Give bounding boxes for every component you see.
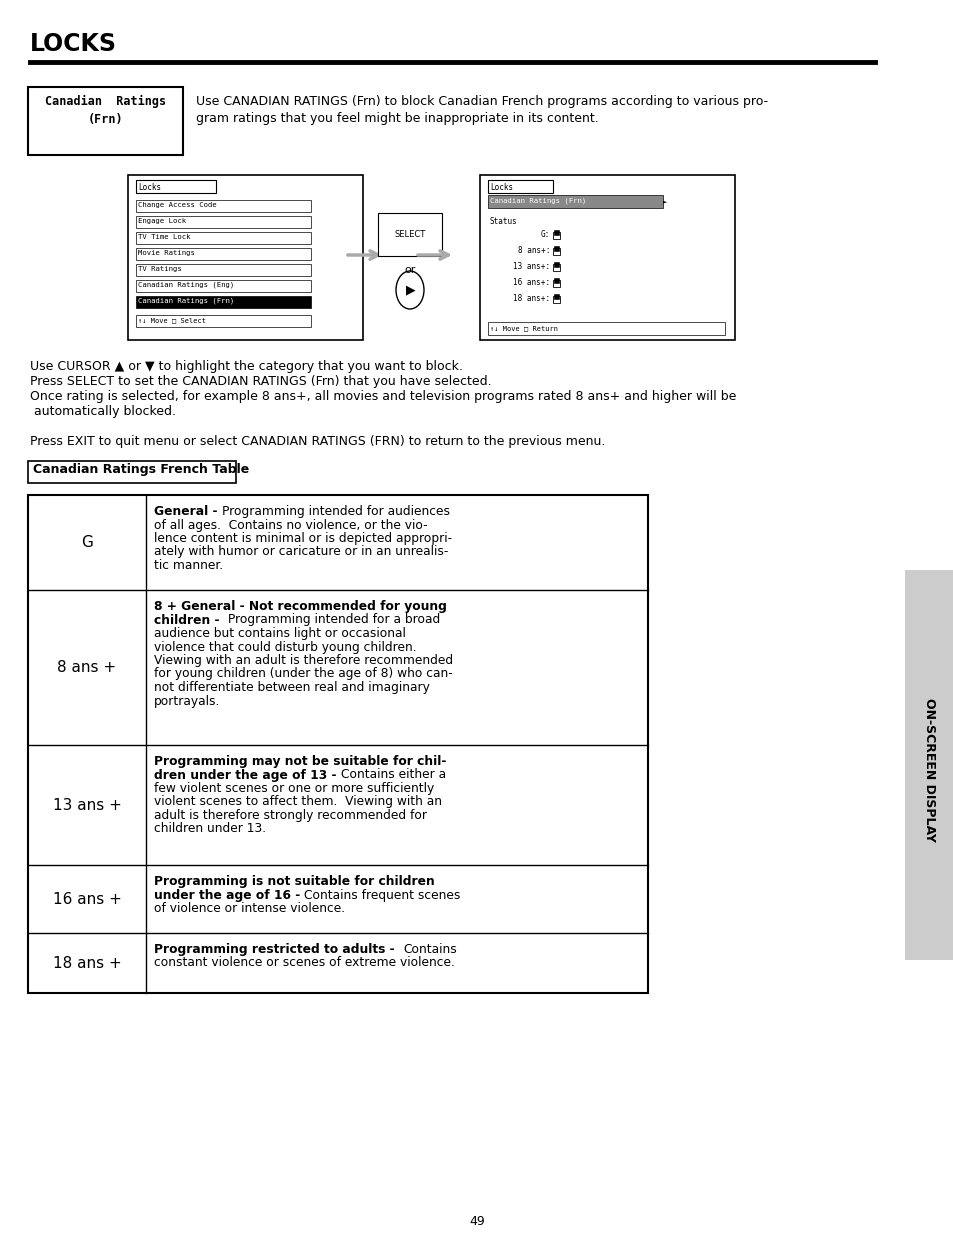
Bar — [136, 216, 311, 228]
Text: 16 ans+:: 16 ans+: — [513, 278, 550, 287]
Text: not differentiate between real and imaginary: not differentiate between real and imagi… — [153, 680, 430, 694]
Text: Press EXIT to quit menu or select CANADIAN RATINGS (FRN) to return to the previo: Press EXIT to quit menu or select CANADI… — [30, 435, 605, 448]
Text: 18 ans+:: 18 ans+: — [513, 294, 550, 303]
Text: ately with humor or caricature or in an unrealis-: ately with humor or caricature or in an … — [153, 546, 448, 558]
Text: ▶: ▶ — [406, 284, 416, 296]
Text: Viewing with an adult is therefore recommended: Viewing with an adult is therefore recom… — [153, 655, 453, 667]
Text: Use CURSOR ▲ or ▼ to highlight the category that you want to block.: Use CURSOR ▲ or ▼ to highlight the categ… — [30, 359, 462, 373]
Text: portrayals.: portrayals. — [153, 694, 220, 708]
Text: 8 ans+:: 8 ans+: — [517, 246, 550, 254]
Text: of all ages.  Contains no violence, or the vio-: of all ages. Contains no violence, or th… — [153, 519, 427, 531]
Text: TV Time Lock: TV Time Lock — [138, 233, 191, 240]
Ellipse shape — [395, 270, 423, 309]
Text: Locks: Locks — [490, 183, 513, 191]
Bar — [28, 461, 235, 483]
Text: Once rating is selected, for example 8 ans+, all movies and television programs : Once rating is selected, for example 8 a… — [30, 390, 736, 403]
Text: automatically blocked.: automatically blocked. — [30, 405, 175, 417]
Text: Use CANADIAN RATINGS (Frn) to block Canadian French programs according to variou: Use CANADIAN RATINGS (Frn) to block Cana… — [195, 95, 767, 107]
Text: ►: ► — [662, 198, 666, 204]
Text: Canadian Ratings (Frn): Canadian Ratings (Frn) — [138, 298, 234, 305]
Text: gram ratings that you feel might be inappropriate in its content.: gram ratings that you feel might be inap… — [195, 112, 598, 125]
Bar — [553, 248, 559, 254]
Bar — [136, 248, 311, 261]
Text: audience but contains light or occasional: audience but contains light or occasiona… — [153, 627, 405, 640]
Text: (Frn): (Frn) — [88, 112, 124, 126]
Text: 49: 49 — [469, 1215, 484, 1228]
Text: ↑↓ Move □ Select: ↑↓ Move □ Select — [138, 317, 206, 324]
Bar — [553, 280, 559, 287]
Text: or: or — [404, 266, 416, 275]
Text: Canadian Ratings French Table: Canadian Ratings French Table — [33, 463, 249, 475]
Text: violent scenes to affect them.  Viewing with an: violent scenes to affect them. Viewing w… — [153, 795, 441, 809]
Bar — [479, 175, 734, 340]
Bar — [554, 262, 558, 267]
Text: Programming intended for a broad: Programming intended for a broad — [224, 614, 439, 626]
Bar — [553, 232, 559, 240]
Text: Contains either a: Contains either a — [340, 768, 445, 782]
Text: TV Ratings: TV Ratings — [138, 266, 182, 272]
Text: lence content is minimal or is depicted appropri-: lence content is minimal or is depicted … — [153, 532, 452, 545]
Text: violence that could disturb young children.: violence that could disturb young childr… — [153, 641, 416, 653]
Text: Canadian Ratings (Eng): Canadian Ratings (Eng) — [138, 282, 234, 289]
Text: Programming restricted to adults -: Programming restricted to adults - — [153, 944, 403, 956]
Text: constant violence or scenes of extreme violence.: constant violence or scenes of extreme v… — [153, 956, 455, 969]
Bar — [904, 571, 953, 960]
Bar — [136, 200, 311, 212]
Text: 16 ans +: 16 ans + — [52, 892, 121, 906]
Text: of violence or intense violence.: of violence or intense violence. — [153, 902, 345, 915]
Text: Programming intended for audiences: Programming intended for audiences — [221, 505, 449, 517]
Text: Locks: Locks — [138, 183, 161, 191]
Text: for young children (under the age of 8) who can-: for young children (under the age of 8) … — [153, 667, 453, 680]
Bar — [136, 232, 311, 245]
Text: children -: children - — [153, 614, 224, 626]
Bar — [488, 180, 553, 193]
Text: tic manner.: tic manner. — [153, 559, 223, 572]
Text: Programming may not be suitable for chil-: Programming may not be suitable for chil… — [153, 755, 446, 768]
Text: Change Access Code: Change Access Code — [138, 203, 216, 207]
Text: dren under the age of 13 -: dren under the age of 13 - — [153, 768, 340, 782]
Text: ON-SCREEN DISPLAY: ON-SCREEN DISPLAY — [923, 698, 936, 842]
Bar — [128, 175, 363, 340]
Text: Canadian  Ratings: Canadian Ratings — [46, 95, 167, 109]
Bar — [554, 278, 558, 283]
Text: children under 13.: children under 13. — [153, 823, 266, 836]
Bar — [28, 495, 647, 993]
Bar — [488, 322, 724, 335]
Text: SELECT: SELECT — [394, 230, 425, 240]
Text: 8 ans +: 8 ans + — [57, 659, 116, 676]
Text: LOCKS: LOCKS — [30, 32, 117, 56]
Bar — [554, 294, 558, 299]
Bar — [554, 230, 558, 235]
Text: Status: Status — [490, 217, 517, 226]
Text: ↑↓ Move □ Return: ↑↓ Move □ Return — [490, 325, 558, 331]
Text: 13 ans +: 13 ans + — [52, 798, 121, 813]
Text: adult is therefore strongly recommended for: adult is therefore strongly recommended … — [153, 809, 427, 823]
Text: Contains frequent scenes: Contains frequent scenes — [304, 888, 460, 902]
Text: few violent scenes or one or more sufficiently: few violent scenes or one or more suffic… — [153, 782, 434, 795]
Text: Engage Lock: Engage Lock — [138, 219, 186, 224]
Text: G: G — [81, 535, 92, 550]
Bar — [553, 264, 559, 270]
Bar — [136, 315, 311, 327]
Bar — [136, 180, 215, 193]
Text: General -: General - — [153, 505, 221, 517]
Text: Canadian Ratings (Frn): Canadian Ratings (Frn) — [490, 198, 586, 205]
Bar — [488, 195, 662, 207]
Text: G:: G: — [540, 230, 550, 240]
Text: Movie Ratings: Movie Ratings — [138, 249, 194, 256]
Bar — [136, 296, 311, 308]
Bar — [553, 296, 559, 303]
Text: 18 ans +: 18 ans + — [52, 956, 121, 971]
Text: 8 + General - Not recommended for young: 8 + General - Not recommended for young — [153, 600, 446, 613]
Bar — [28, 86, 183, 156]
Bar — [554, 246, 558, 251]
Text: 13 ans+:: 13 ans+: — [513, 262, 550, 270]
Text: Press SELECT to set the CANADIAN RATINGS (Frn) that you have selected.: Press SELECT to set the CANADIAN RATINGS… — [30, 375, 491, 388]
Text: under the age of 16 -: under the age of 16 - — [153, 888, 304, 902]
Text: Programming is not suitable for children: Programming is not suitable for children — [153, 876, 435, 888]
Text: Contains: Contains — [403, 944, 456, 956]
Bar — [136, 280, 311, 291]
Bar — [136, 264, 311, 275]
